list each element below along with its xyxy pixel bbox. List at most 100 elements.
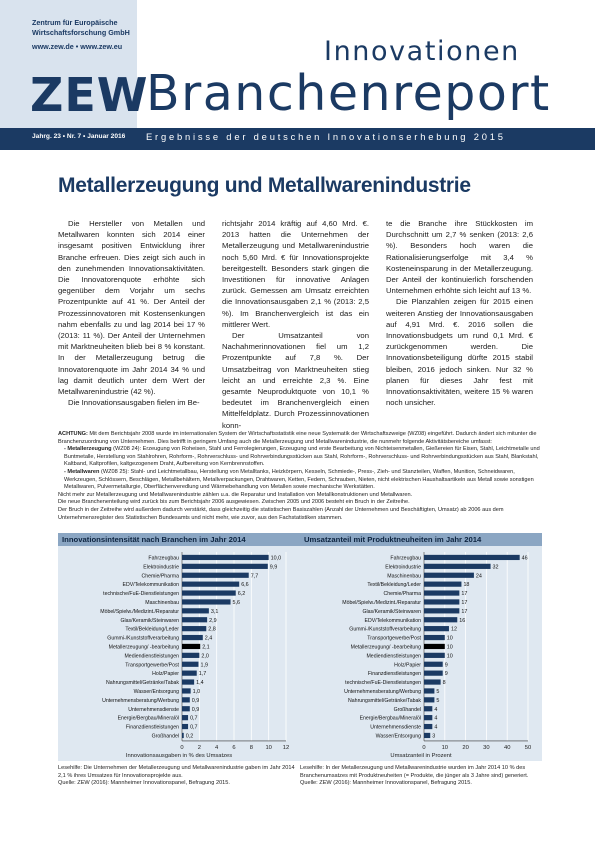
note-item-metallwaren: - Metallwaren (WZ08 25): Stahl- und Leic… [58, 469, 540, 492]
chart-source: Quelle: ZEW (2016): Mannheimer Innovatio… [300, 780, 472, 787]
data-label: 1,9 [200, 662, 208, 668]
data-label: 7,7 [251, 573, 259, 579]
data-label: 1,0 [193, 689, 201, 695]
bar [424, 608, 460, 614]
category-label: Holz/Papier [152, 671, 179, 677]
bar [182, 572, 249, 578]
note-label: ACHTUNG: [58, 431, 88, 437]
header-left-panel [0, 0, 137, 128]
chart-note: Lesehilfe: In der Metallerzeugung und Me… [300, 765, 540, 788]
bar [424, 670, 443, 676]
category-label: Energie/Bergbau/Mineralöl [118, 716, 179, 722]
category-label: EDV/Telekommunikation [364, 618, 421, 624]
text-column-2: richtsjahr 2014 kräftig auf 4,60 Mrd. €.… [222, 218, 369, 431]
x-tick-label: 0 [180, 745, 183, 751]
chart-sales-share-new-products: Umsatzanteil mit Produktneuheiten im Jah… [300, 533, 542, 788]
bar [424, 563, 491, 569]
category-label: Unternehmensberatung/Werbung [102, 698, 179, 704]
data-label: 1,7 [199, 671, 207, 677]
bar [182, 652, 200, 658]
category-label: Glas/Keramik/Steinwaren [362, 609, 421, 615]
category-label: Maschinenbau [387, 573, 421, 579]
website-links[interactable]: www.zew.de • www.zew.eu [32, 42, 123, 51]
category-label: Chemie/Pharma [142, 573, 180, 579]
x-tick-label: 30 [483, 745, 489, 751]
bar [182, 732, 184, 739]
data-label: 3,1 [211, 609, 219, 615]
category-label: Großhandel [152, 733, 179, 739]
data-label: 9 [445, 671, 448, 677]
data-label: 10 [447, 636, 453, 642]
category-label: EDV/Telekommunikation [122, 582, 179, 588]
category-label: Nahrungsmittel/Getränke/Tabak [348, 698, 421, 704]
note-item-text: (WZ08 25): Stahl- und Leichtmetallbau, H… [64, 468, 534, 491]
bar [182, 697, 190, 703]
bar [182, 715, 189, 721]
data-label: 16 [459, 618, 465, 624]
paragraph: Die Hersteller von Metallen und Metallwa… [58, 219, 205, 397]
category-label: technische/FuE-Dienstleistungen [103, 591, 179, 597]
bar [182, 634, 203, 641]
x-axis-label: Innovationsausgaben in % des Umsatzes [125, 753, 233, 759]
text-column-1: Die Hersteller von Metallen und Metallwa… [58, 218, 205, 408]
note-intro: ACHTUNG: Mit dem Berichtsjahr 2008 wurde… [58, 431, 540, 446]
data-label: 17 [461, 591, 467, 597]
data-label: 24 [476, 573, 482, 579]
bar [424, 581, 462, 587]
data-label: 2,0 [201, 653, 209, 659]
category-label: Maschinenbau [145, 600, 179, 606]
category-label: Metallerzeugung/ -bearbeitung [351, 644, 421, 650]
chart-note: Lesehilfe: Die Unternehmen der Metallerz… [58, 765, 298, 788]
data-label: 8 [443, 680, 446, 686]
series-name: Innovationen [324, 36, 520, 67]
bar [424, 572, 474, 578]
data-label: 17 [461, 609, 467, 615]
data-label: 5 [436, 689, 439, 695]
data-label: 6,6 [241, 582, 249, 588]
data-label: 3 [432, 733, 435, 739]
bar [424, 634, 445, 641]
data-label: 18 [463, 582, 469, 588]
data-label: 1,4 [196, 680, 204, 686]
bar [424, 643, 445, 650]
report-header: Zentrum für Europäische Wirtschaftsforsc… [0, 0, 595, 150]
note-text: Die neue Branchenenteilung wird zurück b… [58, 499, 410, 506]
paragraph: Der Umsatzanteil von Nachahmerinnovation… [222, 331, 369, 430]
category-label: Gummi-/Kunststoffverarbeitung [107, 636, 179, 642]
data-label: 17 [461, 600, 467, 606]
x-tick-label: 10 [442, 745, 448, 751]
x-tick-label: 40 [504, 745, 510, 751]
bar [424, 554, 520, 561]
bar [182, 554, 269, 561]
header-right-panel [137, 0, 595, 128]
data-label: 6,2 [238, 591, 246, 597]
paragraph: Die Planzahlen zeigen für 2015 einen wei… [386, 297, 533, 408]
bar [182, 679, 195, 685]
x-tick-label: 20 [462, 745, 468, 751]
article-title: Metallerzeugung und Metallwarenindustrie [58, 174, 471, 197]
category-label: Holz/Papier [394, 662, 421, 668]
bar [182, 706, 190, 712]
note-item-label: - Metallerzeugung [64, 446, 112, 453]
x-tick-label: 10 [265, 745, 271, 751]
data-label: 2,1 [202, 644, 210, 650]
organisation-name: Zentrum für Europäische Wirtschaftsforsc… [32, 18, 130, 37]
bar [424, 599, 460, 605]
bar [424, 706, 433, 712]
category-label: Nahrungsmittel/Getränke/Tabak [106, 680, 179, 686]
category-label: Mediendienstleistungen [366, 653, 421, 659]
text-column-3: te die Branche ihre Stückkosten im Durch… [386, 218, 533, 408]
category-label: Finanzdienstleistungen [368, 671, 421, 677]
data-label: 32 [493, 564, 499, 570]
data-label: 5 [436, 698, 439, 704]
chart-innovation-intensity: Innovationsintensität nach Branchen im J… [58, 533, 300, 788]
data-label: 0,7 [190, 725, 198, 731]
bar [182, 581, 240, 587]
header-band [0, 128, 595, 150]
category-label: Unternehmensdienste [370, 725, 421, 731]
data-label: 0,7 [190, 716, 198, 722]
data-label: 10 [447, 653, 453, 659]
bar [424, 732, 431, 739]
data-label: 10,0 [271, 555, 282, 561]
data-label: 4 [434, 716, 437, 722]
